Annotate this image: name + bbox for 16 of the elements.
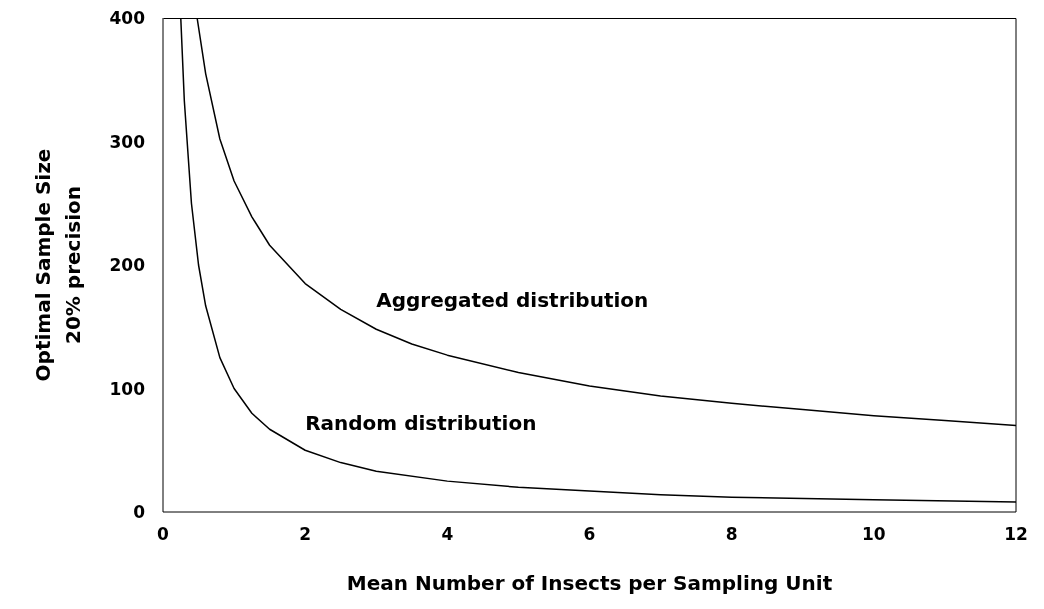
- y-tick-label: 200: [109, 255, 146, 276]
- x-tick-label: 10: [862, 524, 886, 545]
- series-label: Random distribution: [305, 411, 537, 436]
- x-axis-title: Mean Number of Insects per Sampling Unit: [346, 571, 833, 595]
- x-tick-label: 12: [1004, 524, 1028, 545]
- series-label: Aggregated distribution: [376, 288, 649, 313]
- x-tick-label: 4: [441, 524, 454, 545]
- y-tick-label: 400: [109, 8, 146, 29]
- y-tick-label: 100: [109, 378, 146, 399]
- y-tick-label: 0: [133, 502, 146, 523]
- y-axis-title: Optimal Sample Size 20% precision: [31, 148, 85, 382]
- x-tick-label: 6: [583, 524, 596, 545]
- x-tick-label: 0: [157, 524, 170, 545]
- x-tick-label: 2: [299, 524, 312, 545]
- x-tick-label: 8: [725, 524, 738, 545]
- y-tick-label: 300: [109, 131, 146, 152]
